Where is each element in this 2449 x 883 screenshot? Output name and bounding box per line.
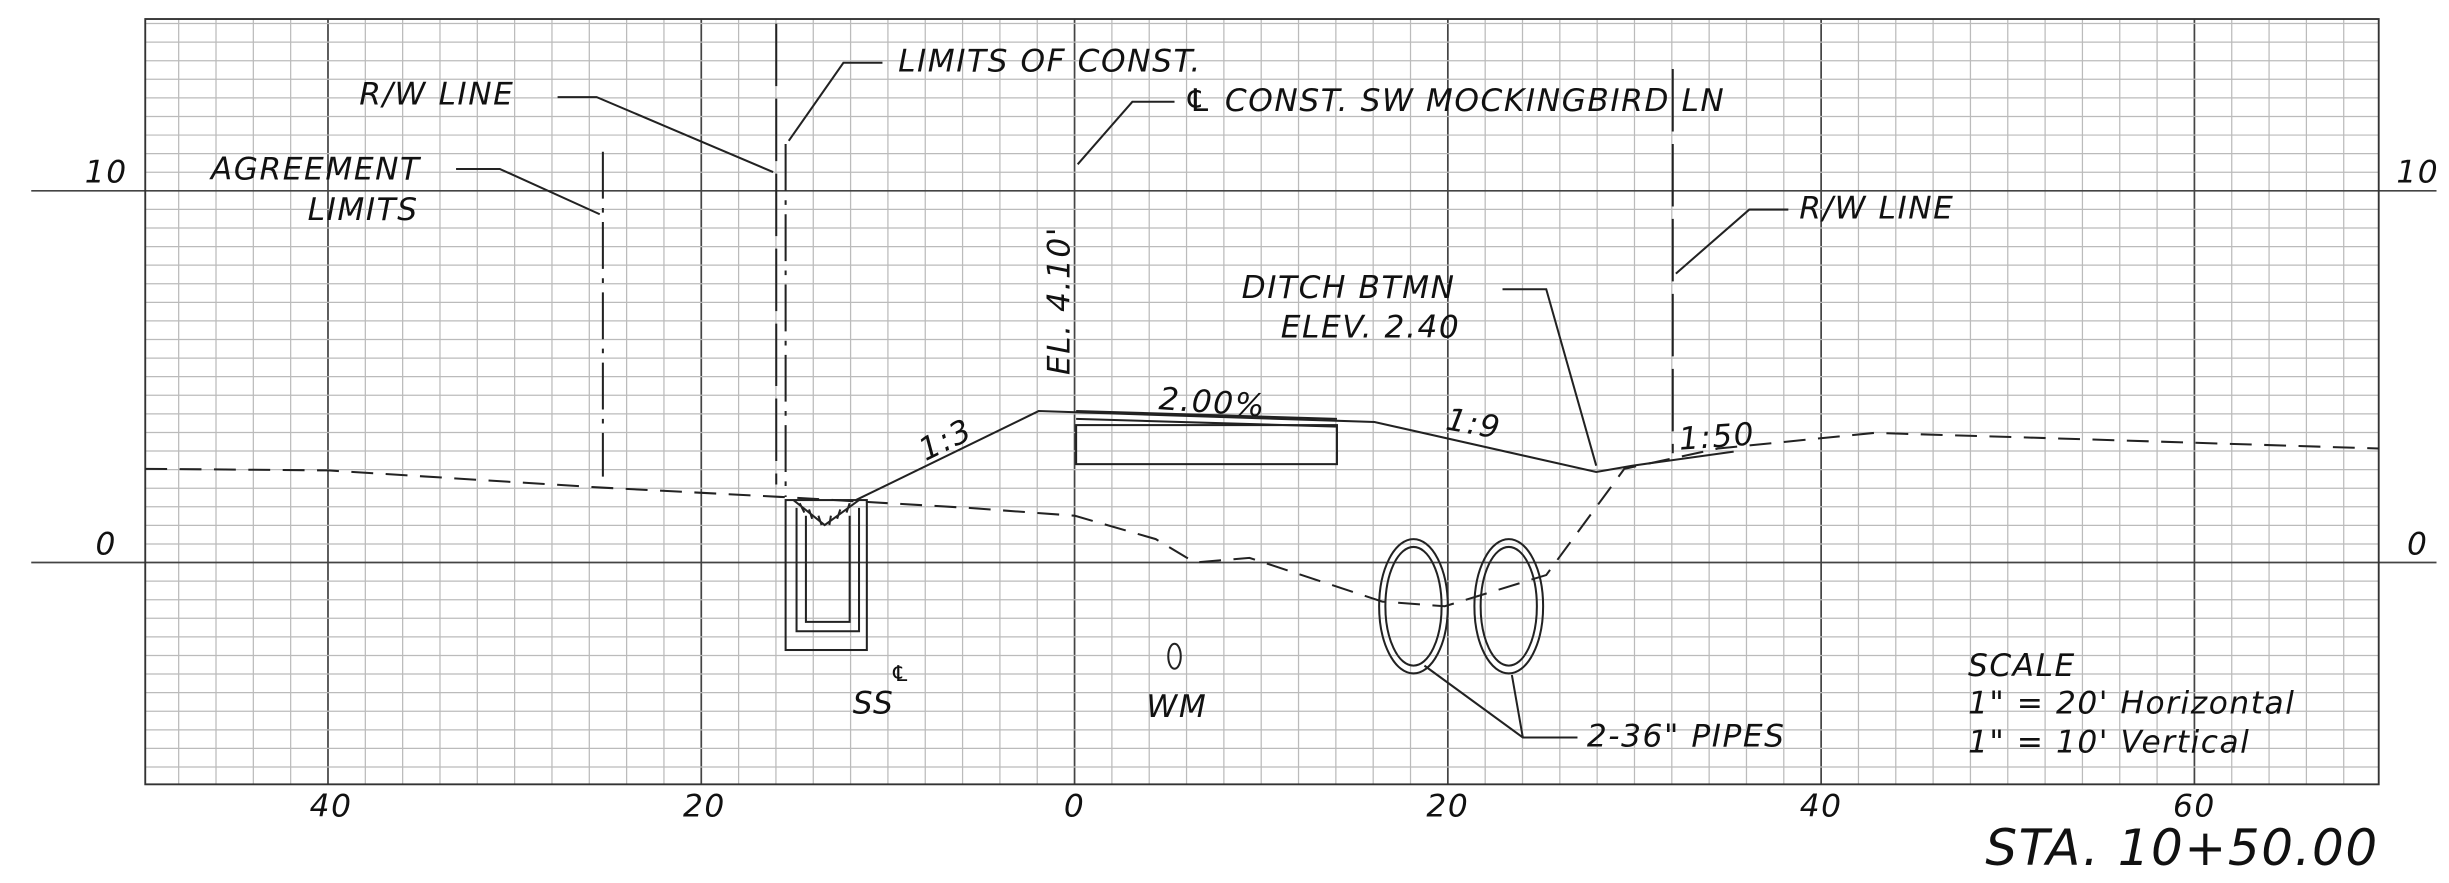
leader	[1502, 288, 1598, 466]
grid	[31, 19, 2437, 785]
swale	[792, 499, 860, 527]
annotation: DITCH BTMN	[1242, 270, 1456, 306]
annotation: R/W LINE	[359, 77, 514, 113]
leader	[557, 96, 774, 174]
trench	[784, 499, 868, 652]
pipe	[1384, 545, 1443, 667]
leader	[787, 61, 883, 142]
leader	[456, 167, 601, 216]
annotation: LIMITS OF CONST.	[898, 44, 1202, 80]
leader	[1076, 100, 1175, 165]
sewer-box	[795, 507, 861, 633]
existing-ground	[145, 431, 2379, 608]
annotation: ℄ CONST. SW MOCKINGBIRD LN	[1184, 83, 1725, 119]
pipe	[1479, 545, 1538, 667]
pipe	[1378, 538, 1449, 675]
leader	[1423, 664, 1578, 739]
annotation: AGREEMENT	[209, 152, 422, 188]
annotation: 2.00%	[1158, 381, 1267, 424]
proposed-grade	[855, 410, 1734, 501]
x-label: 40	[1800, 789, 1843, 825]
annotation: 2-36" PIPES	[1587, 718, 1786, 754]
leader	[1675, 208, 1789, 275]
x-label: 40	[310, 789, 353, 825]
annotation: R/W LINE	[1799, 191, 1954, 227]
annotation: WM	[1146, 689, 1207, 725]
scale-vertical: 1" = 10' Vertical	[1968, 725, 2250, 761]
annotation: 1:50	[1678, 416, 1757, 457]
annotation: ELEV. 2.40	[1281, 309, 1461, 345]
x-label: 0	[1064, 789, 1085, 825]
water-main	[1167, 642, 1182, 670]
annotation: SS	[853, 686, 895, 722]
x-label: 60	[2173, 789, 2216, 825]
frame	[144, 18, 2380, 786]
annotation: LIMITS	[308, 192, 419, 228]
x-label: 20	[683, 789, 726, 825]
pavement	[1075, 424, 1338, 466]
station: STA. 10+50.00	[1985, 819, 2378, 877]
pipe	[1473, 538, 1545, 675]
y-label: 10	[85, 155, 128, 191]
annotation: EL. 4.10'	[1042, 226, 1078, 375]
x-label: 20	[1426, 789, 1469, 825]
annotation: 1:3	[913, 412, 978, 468]
y-label: 10	[2396, 155, 2439, 191]
scale-horizontal: 1" = 20' Horizontal	[1968, 686, 2296, 722]
annotation: ℄	[890, 662, 911, 687]
y-label: 0	[95, 526, 116, 562]
y-label: 0	[2407, 526, 2428, 562]
scale-title: SCALE	[1968, 648, 2076, 684]
